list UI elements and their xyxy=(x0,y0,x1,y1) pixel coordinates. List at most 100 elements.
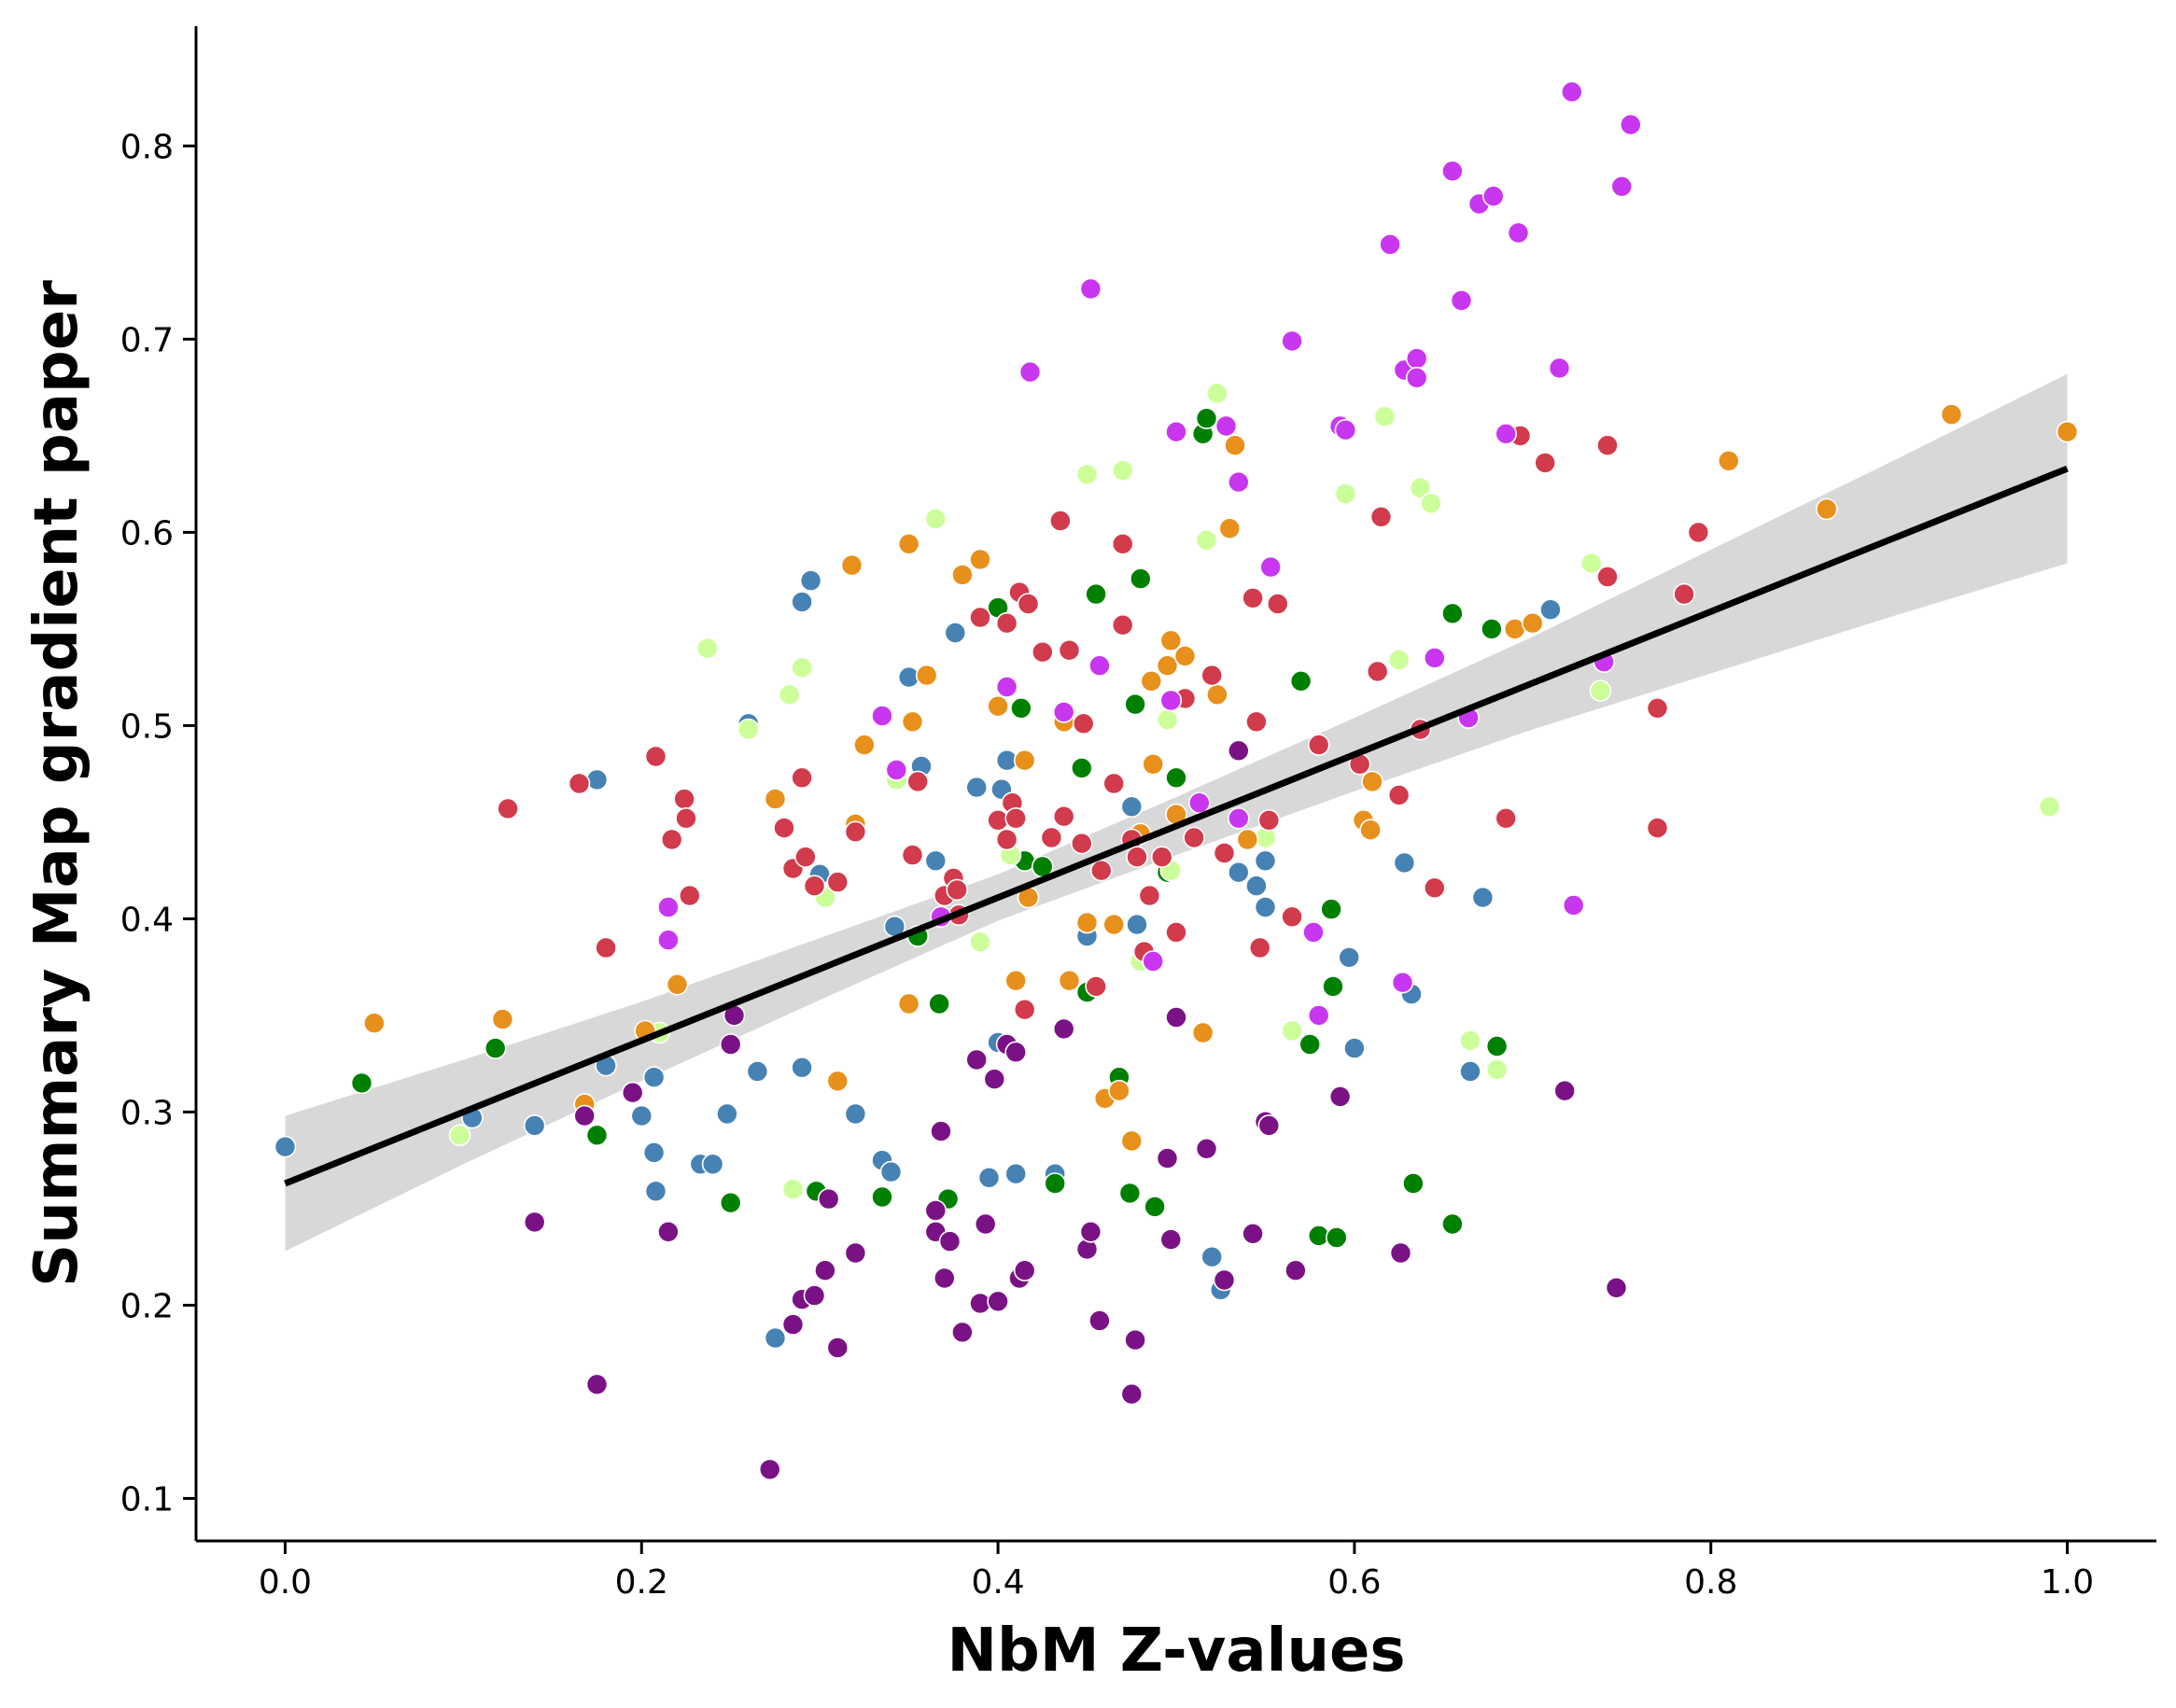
data-point xyxy=(1242,1223,1264,1245)
data-point xyxy=(995,676,1018,698)
data-point xyxy=(758,1458,781,1481)
data-point xyxy=(642,1141,666,1164)
data-point xyxy=(1058,969,1081,992)
data-point xyxy=(826,1070,849,1093)
data-point xyxy=(1200,664,1223,687)
data-point xyxy=(987,1290,1009,1313)
data-point xyxy=(621,1081,644,1104)
data-point xyxy=(1482,185,1505,207)
data-point xyxy=(1539,598,1562,622)
data-point xyxy=(1052,1017,1075,1041)
data-point xyxy=(906,770,930,793)
data-point xyxy=(951,564,974,586)
data-point xyxy=(1013,998,1036,1021)
data-point xyxy=(1195,1138,1218,1160)
data-point xyxy=(1522,611,1544,635)
points-layer xyxy=(274,80,2079,1481)
data-point xyxy=(1165,1006,1187,1029)
data-point xyxy=(1405,347,1428,370)
data-point xyxy=(1018,360,1042,384)
data-point xyxy=(1079,277,1102,301)
data-point xyxy=(1369,505,1393,528)
data-point xyxy=(1441,160,1464,183)
data-point xyxy=(1165,766,1187,790)
data-point xyxy=(1138,884,1161,907)
data-point xyxy=(666,973,689,996)
data-point xyxy=(1495,422,1517,445)
data-point xyxy=(2056,420,2079,443)
x-tick-label: 0.0 xyxy=(259,1563,312,1602)
y-tick-label: 0.7 xyxy=(120,321,174,359)
data-point xyxy=(1013,1259,1036,1281)
data-point xyxy=(1359,819,1382,842)
data-point xyxy=(1120,1129,1144,1153)
data-point xyxy=(1366,660,1389,683)
y-axis-ticks: 0.1 0.2 0.3 0.4 0.5 0.6 0.7 0.8 xyxy=(120,128,196,1519)
data-point xyxy=(1534,452,1556,474)
data-point xyxy=(1450,289,1473,312)
data-point xyxy=(1124,693,1146,716)
data-point xyxy=(1088,654,1111,678)
data-point xyxy=(523,1114,546,1137)
data-point xyxy=(1130,567,1152,590)
data-point xyxy=(814,1259,836,1281)
data-point xyxy=(1289,669,1313,693)
data-point xyxy=(1307,734,1330,756)
x-tick-label: 0.8 xyxy=(1684,1563,1737,1602)
data-point xyxy=(1334,418,1357,441)
y-tick-label: 0.1 xyxy=(120,1480,174,1519)
data-point xyxy=(363,1012,386,1034)
data-point xyxy=(924,849,948,873)
data-point xyxy=(924,1199,948,1222)
data-point xyxy=(1281,329,1303,353)
data-point xyxy=(1004,1041,1027,1064)
data-point xyxy=(1156,708,1179,732)
data-point xyxy=(1213,842,1236,864)
data-point xyxy=(946,878,968,902)
data-point xyxy=(794,846,817,869)
data-point xyxy=(1441,602,1464,625)
data-point xyxy=(1126,913,1148,936)
data-point xyxy=(1548,357,1571,380)
data-point xyxy=(585,1373,609,1396)
data-point xyxy=(1816,497,1838,521)
data-point xyxy=(987,694,1009,718)
data-point xyxy=(1302,921,1325,944)
data-point xyxy=(1343,1037,1366,1059)
data-point xyxy=(1120,795,1144,819)
data-point xyxy=(1481,618,1503,640)
data-point xyxy=(1090,859,1113,882)
data-point xyxy=(1224,434,1246,457)
data-point xyxy=(1281,1019,1303,1043)
data-point xyxy=(1507,221,1530,245)
data-point xyxy=(1017,593,1040,615)
data-point xyxy=(1102,913,1125,936)
y-tick-label: 0.6 xyxy=(120,514,174,553)
data-point xyxy=(716,1102,738,1126)
data-point xyxy=(660,828,683,851)
data-point xyxy=(897,992,920,1015)
data-point xyxy=(944,622,967,644)
data-point xyxy=(1075,463,1099,486)
data-point xyxy=(1159,1228,1183,1251)
data-point xyxy=(1387,784,1411,806)
data-point xyxy=(1405,366,1428,389)
data-point xyxy=(933,1267,956,1290)
data-point xyxy=(924,508,948,530)
data-point xyxy=(1188,791,1211,815)
data-point xyxy=(497,797,519,820)
data-point xyxy=(826,1337,849,1359)
data-point xyxy=(1245,875,1268,898)
data-point xyxy=(764,1326,787,1350)
data-point xyxy=(1228,806,1250,830)
data-point xyxy=(781,1313,805,1336)
data-point xyxy=(585,1124,609,1147)
data-point xyxy=(484,1037,507,1059)
data-point xyxy=(1032,640,1054,664)
data-point xyxy=(1441,1212,1464,1236)
data-point xyxy=(983,1068,1006,1090)
data-point xyxy=(840,553,863,577)
data-point xyxy=(977,1167,1001,1189)
y-tick-label: 0.2 xyxy=(120,1287,174,1325)
data-point xyxy=(1058,638,1081,662)
